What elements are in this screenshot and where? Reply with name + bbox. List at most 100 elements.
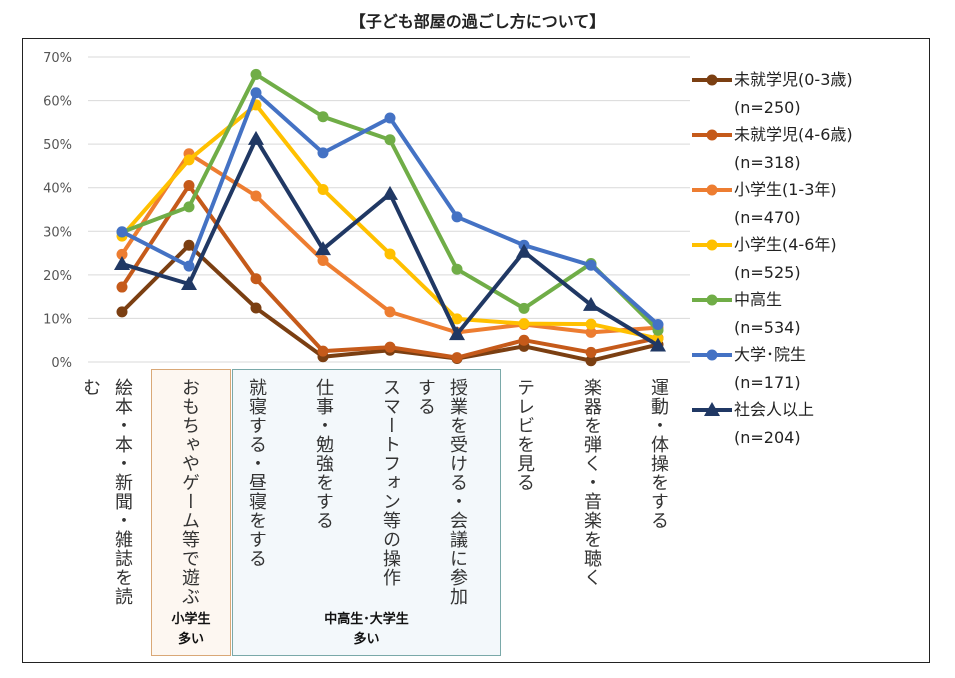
annotation-box-elementary [151,369,231,656]
y-tick-label: 50% [43,138,72,153]
data-point [116,248,128,260]
data-point [451,313,463,325]
y-tick-label: 30% [43,225,72,240]
data-point [183,239,195,251]
data-point [250,190,262,202]
data-point [451,263,463,275]
legend-item: 未就学児(4-6歳) [690,121,853,149]
data-point [183,154,195,166]
x-tick-label: 授業を受ける・会議に参加する [415,378,468,606]
x-tick-label: 楽器を弾く・音楽を聴く [581,378,602,587]
data-point [116,306,128,318]
data-point [317,345,329,357]
data-point [183,201,195,213]
legend-sample-size: (n=250) [734,97,801,117]
data-point [250,68,262,80]
legend-marker [692,129,732,141]
legend-label: 大学･院生 [734,345,807,364]
data-point [384,341,396,353]
y-tick-label: 10% [43,312,72,327]
data-point [518,318,530,330]
x-tick-label: 運動・体操をする [648,378,669,530]
data-point [382,185,398,200]
legend-marker [692,294,732,306]
y-tick-label: 20% [43,269,72,284]
legend-label: 未就学児(0-3歳) [734,70,853,89]
legend-label: 未就学児(4-6歳) [734,125,853,144]
data-point [183,260,195,272]
annotation-label-teen-university: 中高生･大学生 多い [232,610,501,650]
legend-label: 小学生(1-3年) [734,180,837,199]
chart-title: 【子ども部屋の過ごし方について】 [349,12,606,31]
data-point [250,87,262,99]
x-tick-label: テレビを見る [514,378,535,492]
data-point [250,273,262,285]
legend-marker [692,402,732,416]
x-tick-label: 仕事・勉強をする [313,378,334,530]
data-point [585,318,597,330]
y-tick-label: 0% [51,356,72,371]
data-point [585,346,597,358]
data-point [116,226,128,238]
data-point [250,302,262,314]
legend-marker [692,239,732,251]
data-point [585,259,597,271]
legend-marker [692,184,732,196]
legend-sample-size: (n=470) [734,207,801,227]
legend-sample-size: (n=525) [734,262,801,282]
data-point [516,243,532,258]
annotation-line2: 多い [177,632,204,647]
data-point [384,248,396,260]
data-point [451,352,463,364]
legend-label: 中高生 [734,290,783,309]
data-point [650,337,666,352]
data-point [449,326,465,341]
x-tick-label: 就寝する・昼寝をする [246,378,267,568]
annotation-box-teen-university [232,369,501,656]
data-point [116,281,128,293]
legend-marker [692,74,732,86]
legend: 未就学児(0-3歳) (n=250) 未就学児(4-6歳) (n=318) 小学生(1-… [690,66,853,451]
data-point [384,134,396,146]
data-point [518,302,530,314]
y-tick-label: 60% [43,95,72,110]
data-point [317,183,329,195]
legend-item: 未就学児(0-3歳) [690,66,853,94]
legend-item: 社会人以上 [690,396,853,424]
x-tick-label: おもちゃやゲーム等で遊ぶ [179,378,200,606]
legend-item: 小学生(4-6年) [690,231,853,259]
annotation-line1: 小学生 [171,612,211,627]
y-tick-label: 40% [43,182,72,197]
data-point [384,112,396,124]
legend-sample-size: (n=204) [734,427,801,447]
annotation-label-elementary: 小学生 多い [151,610,231,650]
data-point [585,326,597,338]
series-line-5 [121,90,660,327]
chart-frame [22,38,930,663]
data-point [183,180,195,192]
data-point [317,147,329,159]
x-tick-label: 絵本・本・新聞・雑誌を読む [80,378,133,606]
legend-item: 中高生 [690,286,853,314]
data-point [248,130,264,145]
legend-label: 小学生(4-6年) [734,235,837,254]
legend-item: 大学･院生 [690,341,853,369]
x-tick-label: スマートフォン等の操作 [380,378,401,587]
data-point [384,306,396,318]
data-point [451,211,463,223]
annotation-line1: 中高生･大学生 [324,612,409,627]
data-point [585,355,597,367]
legend-label: 社会人以上 [734,400,815,419]
annotation-line2: 多い [353,632,380,647]
data-point [315,241,331,256]
data-point [317,254,329,266]
data-point [583,296,599,311]
data-point [181,276,197,291]
legend-sample-size: (n=318) [734,152,801,172]
legend-sample-size: (n=534) [734,317,801,337]
legend-item: 小学生(1-3年) [690,176,853,204]
data-point [317,111,329,123]
legend-sample-size: (n=171) [734,372,801,392]
data-point [518,334,530,346]
